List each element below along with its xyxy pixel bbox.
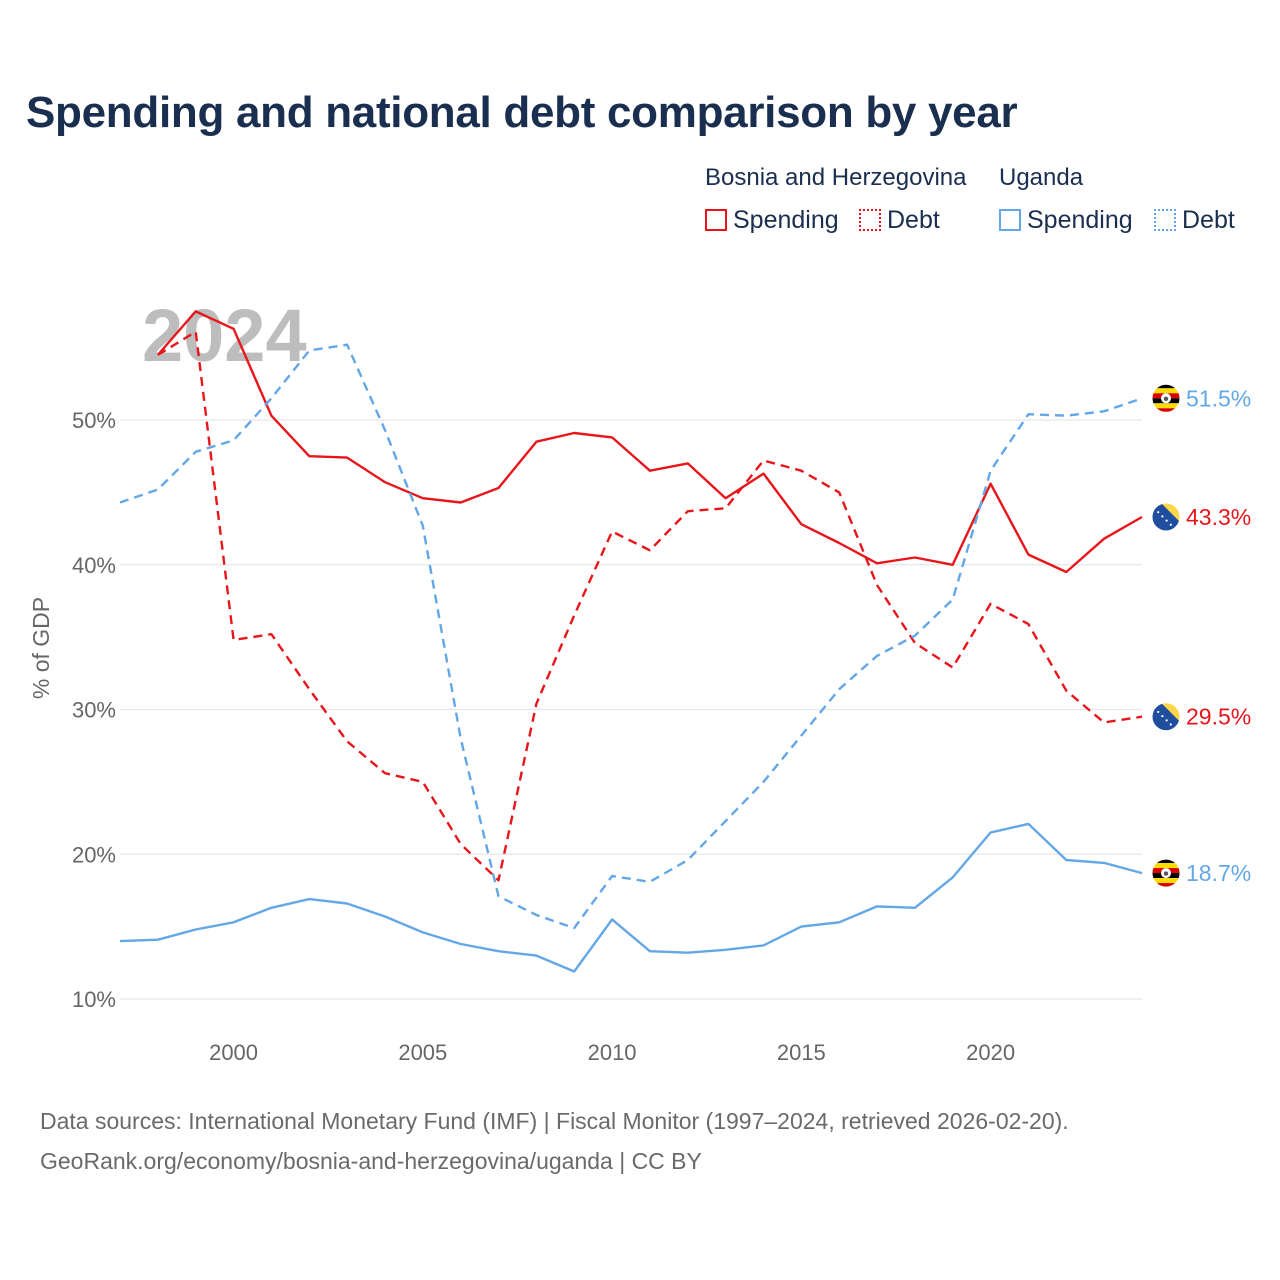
flag-stripe [1152,388,1180,394]
flag-stripe [1152,384,1180,389]
series-line-uganda-spending [119,822,1143,973]
x-tick-label: 2005 [398,1040,447,1065]
footer-source: Data sources: International Monetary Fun… [40,1108,1069,1134]
y-axis-label: % of GDP [28,597,54,699]
footer-credit: GeoRank.org/economy/bosnia-and-herzegovi… [40,1148,702,1174]
legend-label: Spending [1027,205,1133,234]
flag-clip [1152,384,1180,413]
flag-star [1161,515,1164,518]
legend-swatch-dotted-icon [859,209,881,231]
legend-swatch-solid-icon [999,209,1021,231]
chart-title: Spending and national debt comparison by… [26,88,1018,137]
legend-item-uganda-spending[interactable]: Spending [999,204,1133,236]
flag-stripe [1152,863,1180,869]
grid [120,419,1142,1000]
x-axis-ticks: 2000 2005 2010 2015 2020 [209,1040,1015,1065]
legend-swatch-dotted-icon [1154,209,1176,231]
legend-label: Debt [887,205,940,234]
y-tick-label: 30% [72,698,116,723]
series-line-uganda-debt [119,343,1143,930]
flag-clip [1152,859,1180,888]
legend-swatch-solid-icon [705,209,727,231]
flag-stripe [1152,883,1180,888]
flag-star [1169,723,1172,726]
flag-star [1157,710,1160,714]
flag-border [1151,858,1181,888]
flag-stripe [1152,859,1180,864]
legend-title-uganda: Uganda [999,164,1084,191]
legend-item-uganda-debt[interactable]: Debt [1154,204,1235,236]
legend-item-bosnia-spending[interactable]: Spending [705,204,839,236]
flag-stripe [1152,408,1180,413]
legend-title-bosnia: Bosnia and Herzegovina [705,164,967,191]
end-value-label: 29.5% [1186,704,1251,730]
end-value-label: 51.5% [1186,385,1251,411]
bosnia-flag-icon [1151,502,1181,532]
y-axis-ticks: 10% 20% 30% 40% 50% [72,408,116,1012]
flag-clip [1152,502,1180,531]
flag-star [1169,523,1172,526]
flag-crane [1163,396,1169,401]
series-line-bosnia-debt [157,330,1143,882]
x-tick-label: 2000 [209,1040,258,1065]
y-tick-label: 20% [72,842,116,867]
legend-label: Spending [733,205,839,234]
flag-stripe [1152,403,1180,409]
series-line-bosnia-spending [156,310,1143,574]
end-value-label: 18.7% [1186,860,1251,886]
y-tick-label: 10% [72,987,116,1012]
y-tick-label: 50% [72,408,116,433]
end-markers: 43.3% 29.5% 18.7% 51.5% [1151,383,1251,888]
legend-item-bosnia-debt[interactable]: Debt [859,204,940,236]
flag-star [1161,715,1164,718]
flag-border [1151,383,1181,413]
bosnia-flag-icon [1151,702,1181,732]
flag-star [1165,719,1168,722]
end-value-label: 43.3% [1186,504,1251,530]
y-tick-label: 40% [72,553,116,578]
flag-border [1151,702,1181,732]
flag-stripe [1152,878,1180,884]
year-watermark: 2024 [142,294,307,377]
x-tick-label: 2010 [588,1040,637,1065]
flag-star [1157,511,1160,514]
x-tick-label: 2020 [966,1040,1015,1065]
legend-label: Debt [1182,205,1235,234]
flag-border [1151,502,1181,532]
flag-crane [1163,871,1169,876]
flag-clip [1152,702,1180,731]
x-tick-label: 2015 [777,1040,826,1065]
uganda-flag-icon [1151,858,1181,888]
flag-star [1165,519,1168,522]
series [119,310,1143,973]
uganda-flag-icon [1151,383,1181,413]
